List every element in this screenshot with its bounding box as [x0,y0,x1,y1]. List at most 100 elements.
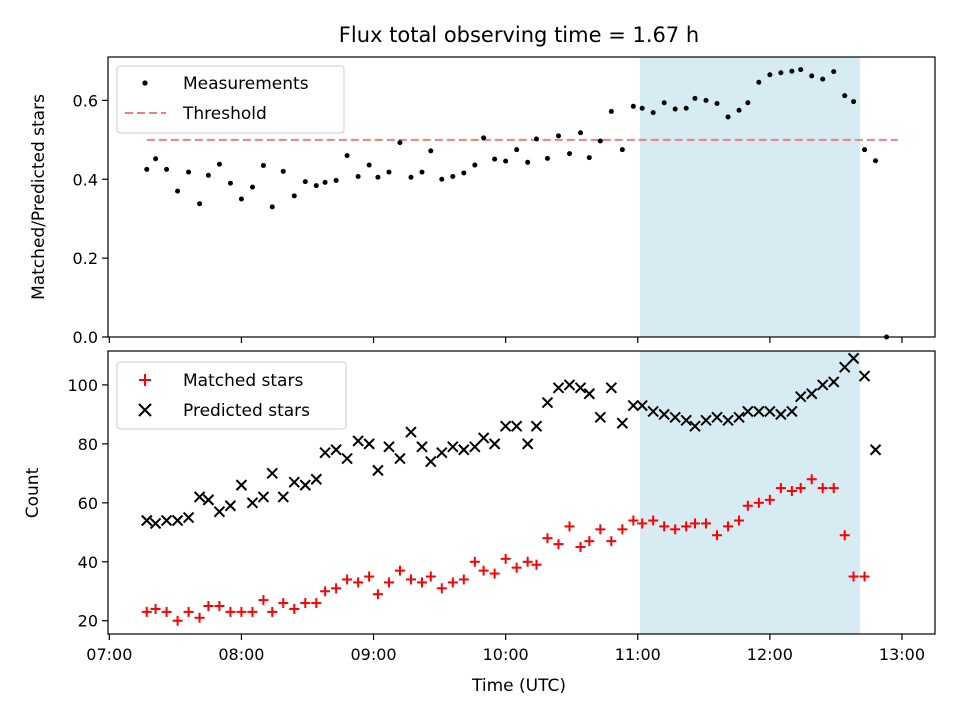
measurement-point [238,196,244,202]
matched-stars-point [806,474,817,485]
measurement-point [851,99,857,105]
measurement-point [249,184,255,190]
measurement-point [630,103,636,109]
matched-stars-point [595,524,606,535]
measurement-point [650,110,656,116]
predicted-stars-point [711,411,723,424]
predicted-stars-point [193,491,206,503]
predicted-stars-point [202,494,215,506]
measurement-point [789,68,795,74]
count-y-tick-label: 40 [78,553,98,572]
matched-stars-point [203,600,214,611]
measurements-legend-marker [142,80,148,86]
matched-stars-point [786,486,797,497]
measurement-point [745,100,751,106]
measurement-point [608,108,614,114]
matched-stars-point [712,530,723,541]
predicted-stars-point [583,388,596,400]
predicted-stars-point [171,514,184,527]
matched-stars-point [258,595,269,606]
measurement-point [153,156,159,162]
x-axis-label: Time (UTC) [471,676,566,696]
predicted-stars-point [753,405,765,418]
measurement-point [144,166,150,172]
matched-stars-point [150,603,161,614]
measurement-point [586,155,592,161]
matched-stars-point [817,483,828,494]
predicted-stars-point [669,411,681,424]
predicted-stars-point [521,438,534,450]
matched-stars-point [161,606,172,617]
predicted-stars-legend-label: Predicted stars [183,401,310,421]
matched-stars-point [214,600,225,611]
ratio-y-tick-label: 0.0 [73,328,98,347]
count-plot-frame [107,350,936,635]
matched-stars-point [701,518,712,529]
matched-stars-point [764,494,775,505]
predicted-stars-point [499,420,512,432]
predicted-stars-point [330,444,342,456]
measurement-point [419,169,425,175]
predicted-stars-point [594,411,607,424]
measurement-point [661,100,667,106]
measurement-point [186,169,192,175]
measurement-point [280,168,286,174]
measurement-point [375,174,381,180]
measurement-point [736,107,742,113]
ratio-y-tick-label: 0.2 [73,249,98,268]
predicted-stars-point [341,452,353,465]
predicted-stars-point [383,441,395,453]
matched-stars-point [681,521,692,532]
predicted-stars-point [182,511,195,524]
predicted-stars-point [488,438,501,450]
matched-stars-point [172,615,183,626]
matched-stars-point [405,574,416,585]
predicted-stars-point [363,438,375,450]
measurement-point [798,67,804,73]
predicted-stars-point [299,479,311,491]
count-y-axis-label: Count [23,467,43,518]
matched-stars-point [364,571,375,582]
measurement-point [503,158,509,164]
count-axes: 20 40 60 80 100 [67,350,936,635]
predicted-stars-point [288,476,300,488]
predicted-stars-point [224,500,237,512]
predicted-stars-point [858,370,871,382]
matched-stars-point [753,497,764,508]
predicted-stars-point [700,414,712,426]
measurement-point [566,151,572,157]
predicted-stars-point [160,514,173,527]
matched-stars-point [511,562,522,573]
matched-stars-point [469,556,480,567]
matched-stars-legend-marker [139,374,151,386]
measurement-point [197,201,203,207]
threshold-legend-label: Threshold [182,104,267,124]
predicted-stars-point [689,420,701,432]
matched-stars-point [342,574,353,585]
matched-stars-point [425,571,436,582]
measurement-point [619,147,625,153]
measurement-point [291,193,297,199]
matched-stars-point [775,483,786,494]
matched-stars-point [141,606,152,617]
ratio-y-tick-label: 0.6 [73,91,98,110]
predicted-stars-point [436,446,448,459]
matched-stars-point [394,565,405,576]
measurement-point [873,158,879,164]
predicted-stars-point [616,417,629,429]
count-legend: Matched stars Predicted stars [116,361,347,430]
matched-stars-point [617,524,628,535]
matched-stars-point [300,598,311,609]
measurement-point [672,106,678,112]
measurement-point [355,173,361,179]
matched-stars-point [236,606,247,617]
matched-stars-point [742,500,753,511]
predicted-stars-point [469,441,481,453]
matched-stars-point [311,598,322,609]
measurement-point [313,183,319,189]
predicted-stars-point [458,444,470,456]
measurement-point [408,174,414,180]
measurement-point [216,161,222,167]
measurement-point [544,155,550,161]
predicted-stars-point [477,432,490,444]
